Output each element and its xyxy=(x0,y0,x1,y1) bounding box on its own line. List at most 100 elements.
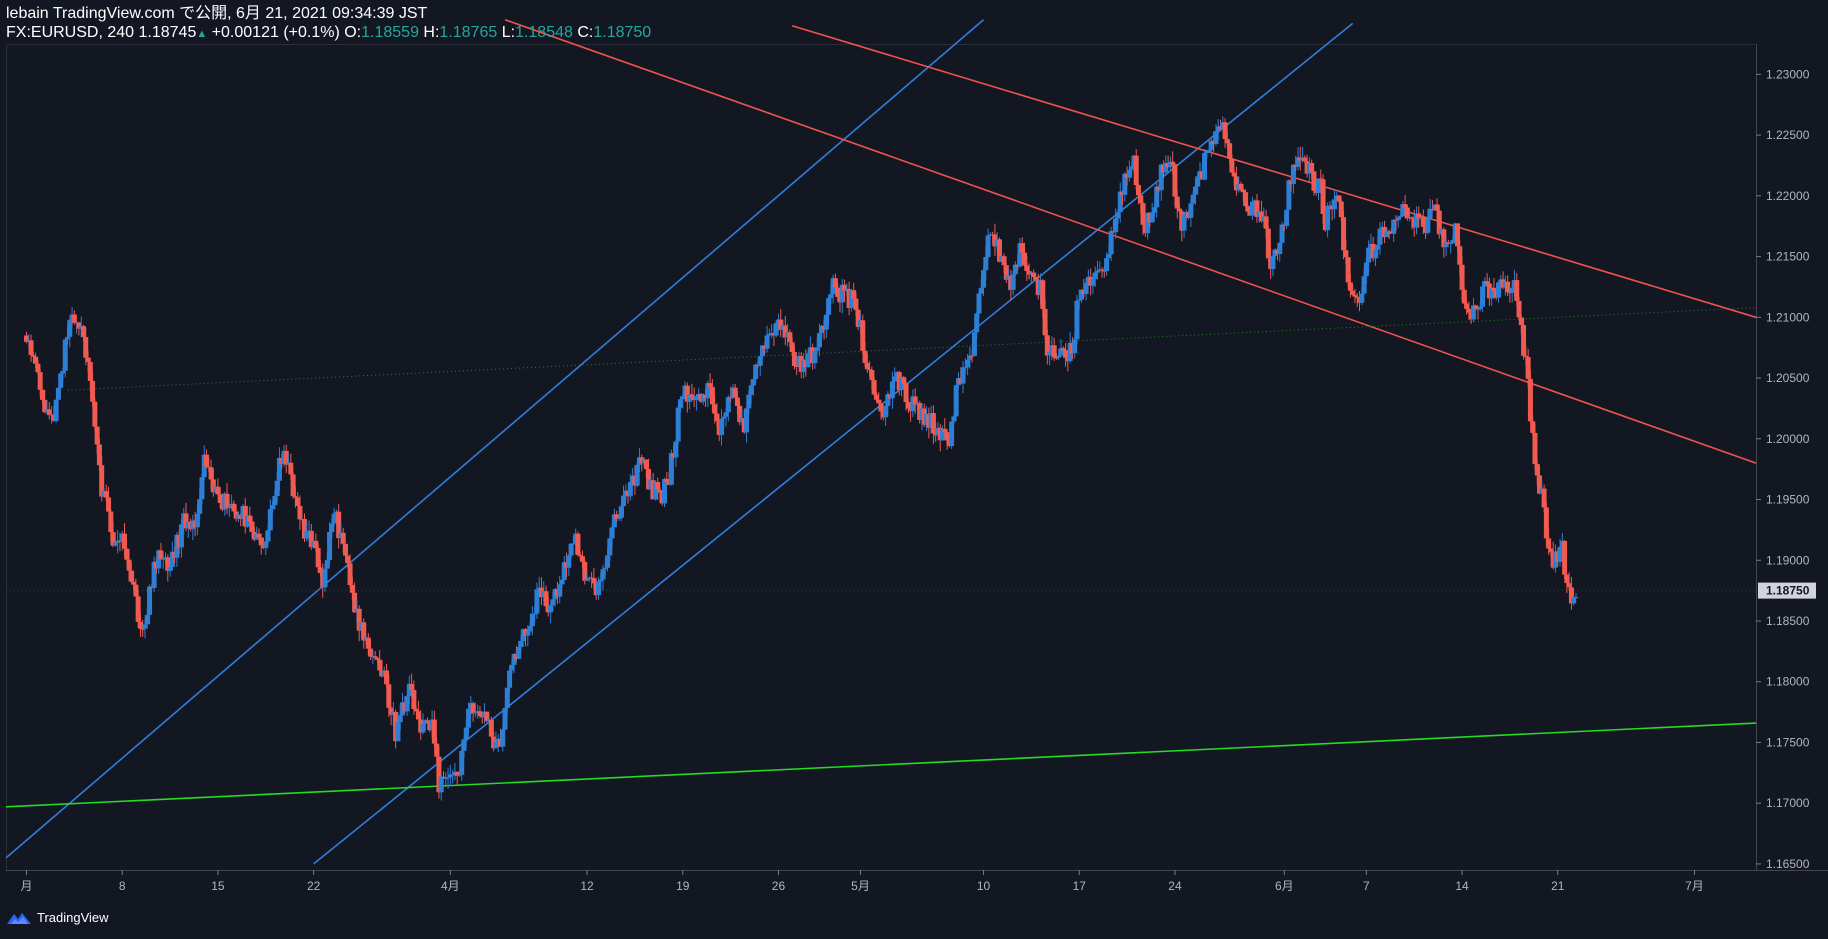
candle-body xyxy=(1033,277,1039,280)
candle-body xyxy=(87,361,93,381)
candle-body xyxy=(24,335,30,342)
candle-body xyxy=(668,453,674,485)
support-line[interactable] xyxy=(5,722,1757,808)
candle-body xyxy=(744,408,750,433)
candle-body xyxy=(705,383,711,399)
low-value: 1.18548 xyxy=(515,24,573,41)
candle-body xyxy=(1521,325,1527,356)
candle-body xyxy=(1213,131,1219,144)
last-price-badge xyxy=(1758,582,1816,599)
candle-body xyxy=(1104,258,1110,271)
publish-line: lebain TradingView.com で公開, 6月 21, 2021 … xyxy=(6,5,428,22)
candle-body xyxy=(276,457,282,481)
candle-body xyxy=(737,406,743,423)
time-tick-label: 22 xyxy=(307,879,321,893)
candle-body xyxy=(883,405,889,418)
candle-body xyxy=(137,621,143,629)
time-tick-label: 12 xyxy=(580,879,594,893)
candle-body xyxy=(1534,463,1540,476)
candle-body xyxy=(1151,207,1157,213)
candle-body xyxy=(35,363,41,373)
candle-body xyxy=(1571,597,1577,604)
candle-body xyxy=(981,270,987,288)
candle-body xyxy=(974,313,980,333)
candle-body xyxy=(94,426,100,445)
up-arrow-icon: ▲ xyxy=(196,28,208,40)
candle-body xyxy=(534,589,540,614)
time-axis[interactable]: 月 8 15 22 4月 12 19 26 5月 10 17 24 6月 7 14 21 7月 xyxy=(21,870,1704,893)
candle-body xyxy=(197,499,203,514)
candle-body xyxy=(905,401,911,409)
candle-body xyxy=(431,719,437,744)
candle-body xyxy=(1238,183,1244,190)
last-value: 1.18745 xyxy=(138,24,197,41)
candle-body xyxy=(404,696,410,712)
candle-body xyxy=(1101,270,1107,272)
candle-body xyxy=(602,567,608,570)
candle-body xyxy=(1145,212,1151,234)
candle-body xyxy=(878,403,884,412)
symbol-label: FX:EURUSD, 240 xyxy=(6,24,135,41)
candle-body xyxy=(509,664,515,671)
candle-body xyxy=(265,530,271,542)
candle-body xyxy=(1491,287,1497,291)
open-value: 1.18559 xyxy=(361,24,419,41)
candle-body xyxy=(1482,281,1488,287)
candle-body xyxy=(616,518,622,520)
candle-body xyxy=(1240,189,1246,193)
candle-body xyxy=(1537,475,1543,494)
candle-body xyxy=(1079,289,1085,300)
candle-body xyxy=(839,284,845,303)
candle-body xyxy=(167,566,173,571)
candle-body xyxy=(787,332,793,343)
price-tick-label: 1.20000 xyxy=(1766,432,1810,446)
candle-body xyxy=(557,584,563,597)
candle-body xyxy=(1568,587,1574,604)
candle-body xyxy=(53,399,59,422)
dotted-guide[interactable] xyxy=(67,307,1757,391)
candle-body xyxy=(322,568,328,588)
price-axis[interactable]: 1.23000 1.22500 1.22000 1.21500 1.21000 1.205… xyxy=(1756,67,1810,871)
candle-body xyxy=(949,421,955,447)
candle-body xyxy=(903,383,909,402)
candle-body xyxy=(1001,256,1007,266)
candle-body xyxy=(657,490,663,493)
trendlines[interactable] xyxy=(5,18,1757,865)
candle-body xyxy=(99,465,105,497)
candle-body xyxy=(183,513,189,529)
candle-body xyxy=(652,481,658,500)
candle-body xyxy=(864,362,870,370)
candle-body xyxy=(1284,209,1290,226)
candle-body xyxy=(942,428,948,433)
candle-body xyxy=(1163,163,1169,173)
candle-body xyxy=(951,416,957,422)
descending-channel-lower[interactable] xyxy=(504,18,1757,464)
candle-body xyxy=(609,527,615,539)
candle-body xyxy=(436,756,442,793)
candle-body xyxy=(128,570,134,582)
candle-body xyxy=(374,657,380,660)
time-tick-label: 21 xyxy=(1551,879,1565,893)
ascending-channel-upper[interactable] xyxy=(5,19,985,859)
candle-body xyxy=(734,397,740,407)
candle-body xyxy=(302,518,308,539)
candle-body xyxy=(1295,157,1301,167)
candle-body xyxy=(1017,243,1023,267)
time-tick-label: 17 xyxy=(1073,879,1087,893)
candle-body xyxy=(1129,166,1135,170)
ascending-channel-lower[interactable] xyxy=(313,22,1354,865)
candle-body xyxy=(591,578,597,584)
candle-body xyxy=(126,559,132,571)
candle-body xyxy=(570,543,576,545)
candle-body xyxy=(1331,199,1337,210)
brand-footer[interactable]: TradingView xyxy=(6,910,109,925)
candle-body xyxy=(969,355,975,357)
descending-channel-upper[interactable] xyxy=(791,25,1757,319)
candle-body xyxy=(1416,213,1422,219)
candle-body xyxy=(1359,293,1365,303)
candle-body xyxy=(971,332,977,356)
candle-body xyxy=(422,720,428,724)
candle-body xyxy=(607,538,613,556)
time-tick-label: 6月 xyxy=(1275,879,1294,893)
